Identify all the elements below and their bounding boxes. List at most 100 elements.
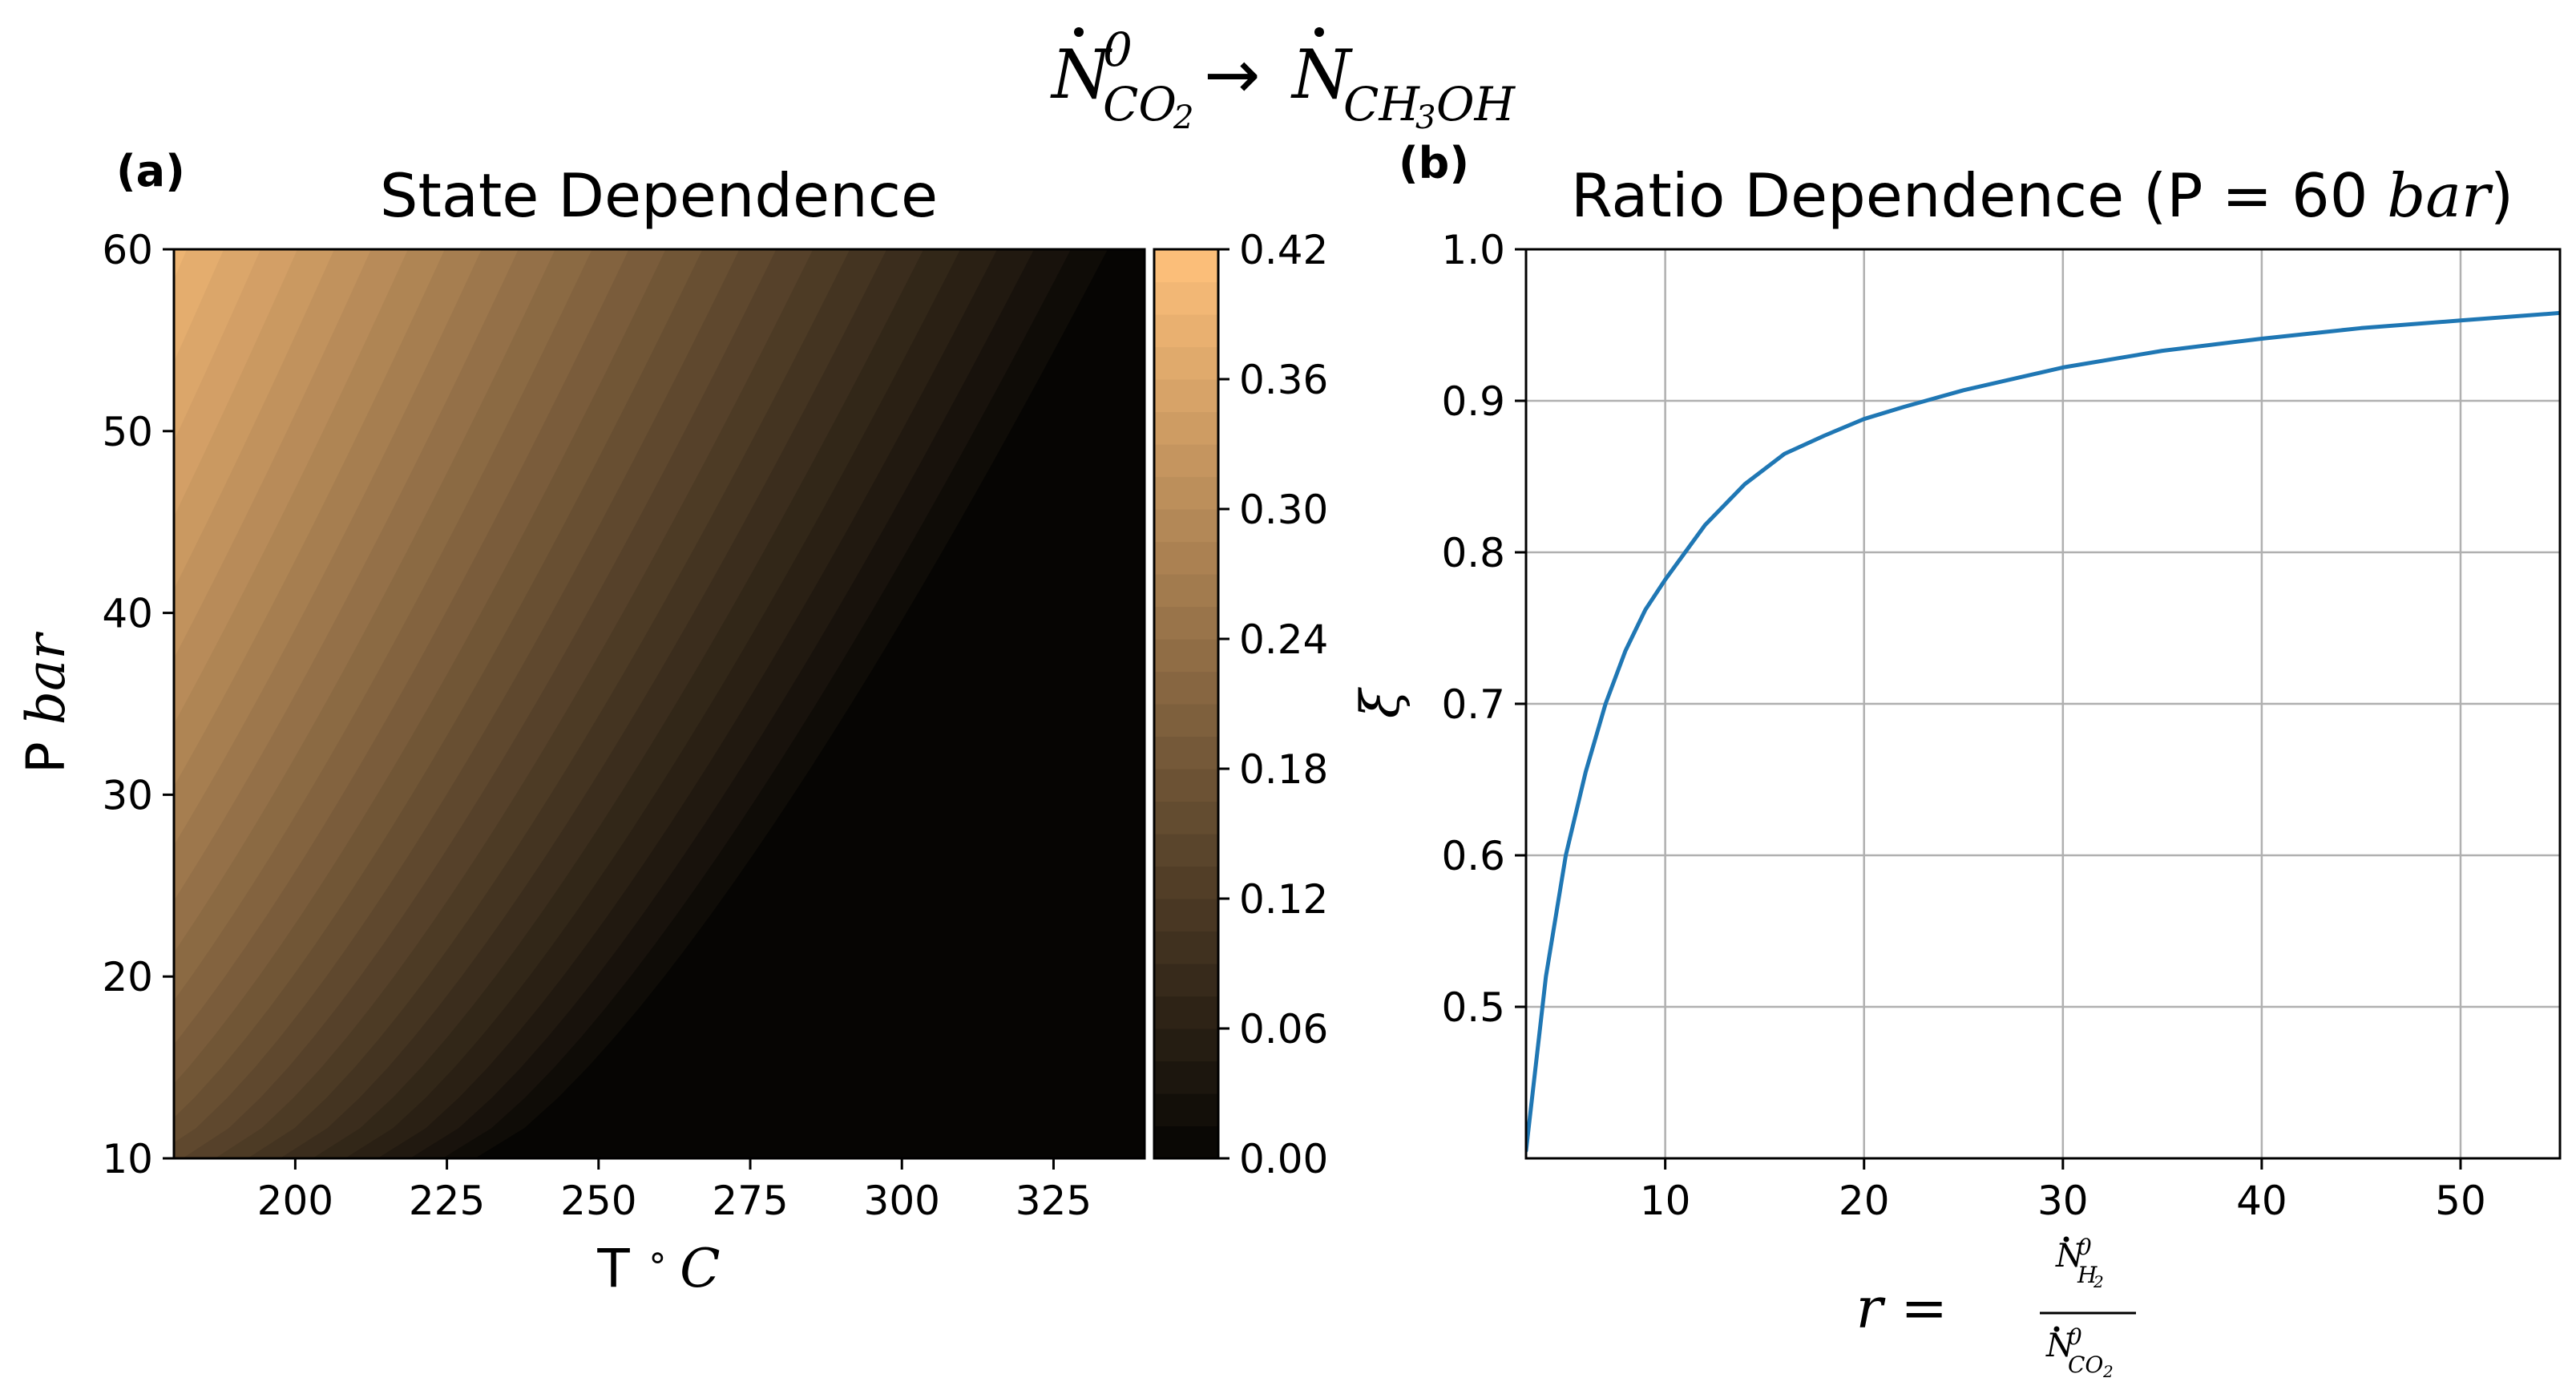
colorbar-swatch (1154, 541, 1218, 575)
panel-b-grid (1526, 248, 2560, 1158)
y-tick-label: 10 (102, 1136, 153, 1182)
suptitle-product: CH (1343, 77, 1420, 131)
colorbar-swatch (1154, 574, 1218, 608)
colorbar-swatch (1154, 606, 1218, 640)
colorbar-swatch (1154, 834, 1218, 867)
panel-b-xlabel-num-zero: 0 (2077, 1234, 2092, 1260)
x-tick-label: 325 (1015, 1178, 1092, 1224)
panel-a: (a) State Dependence 200 225 250 275 300 325 … (15, 146, 1328, 1299)
colorbar-frame (1153, 248, 1220, 1160)
series-line-xi (1526, 310, 2560, 1153)
panel-a-xlabel-unit: C (680, 1238, 721, 1299)
y-tick-label: 0.6 (1441, 833, 1505, 879)
contour-band (174, 249, 188, 280)
panel-b-title: Ratio Dependence (P = 60 bar) (1571, 160, 2513, 231)
panel-b-xlabel: r = N 0 H 2 N 0 CO 2 (1856, 1234, 2136, 1381)
suptitle-co2-sub: 2 (1173, 99, 1193, 136)
colorbar-swatch (1154, 931, 1218, 964)
colorbar-swatch (1154, 899, 1218, 932)
y-tick-label: 40 (102, 591, 153, 637)
colorbar-swatch (1154, 736, 1218, 770)
x-tick-label: 30 (2037, 1178, 2089, 1224)
colorbar-swatch (1154, 314, 1218, 348)
colorbar-tick-label: 0.12 (1239, 876, 1328, 923)
panel-b-y-axis: 0.5 0.6 0.7 0.8 0.9 1.0 (1441, 227, 1526, 1031)
colorbar-swatch (1154, 281, 1218, 315)
colorbar-swatch (1154, 444, 1218, 478)
colorbar-swatch (1154, 509, 1218, 543)
panel-a-frame (172, 248, 1146, 1160)
panel-b-x-axis: 10 20 30 40 50 (1640, 1158, 2486, 1224)
colorbar (1154, 249, 1218, 1159)
x-tick-label: 275 (712, 1178, 788, 1224)
y-tick-label: 0.5 (1441, 984, 1505, 1031)
panel-b-title-suffix: ) (2490, 160, 2513, 231)
colorbar-swatch (1154, 769, 1218, 802)
colorbar-swatch (1154, 996, 1218, 1029)
panel-a-label: (a) (116, 146, 185, 196)
colorbar-swatch (1154, 639, 1218, 673)
y-tick-label: 0.9 (1441, 378, 1505, 425)
colorbar-swatch (1154, 1093, 1218, 1127)
colorbar-tick-label: 0.24 (1239, 616, 1328, 663)
panel-b-xlabel-den-zero: 0 (2068, 1323, 2082, 1350)
y-tick-label: 1.0 (1441, 227, 1505, 273)
panel-a-xlabel: T ∘ C (596, 1237, 720, 1299)
x-tick-label: 300 (864, 1178, 940, 1224)
colorbar-tick-label: 0.36 (1239, 357, 1328, 403)
panel-a-y-axis: 10 20 30 40 50 60 (102, 227, 174, 1182)
panel-a-ylabel: P bar (15, 632, 77, 774)
panel-b-title-prefix: Ratio Dependence (P = 60 (1571, 160, 2387, 231)
colorbar-swatch (1154, 1061, 1218, 1094)
x-tick-label: 10 (1640, 1178, 1691, 1224)
colorbar-swatch (1154, 1028, 1218, 1062)
x-tick-label: 20 (1839, 1178, 1890, 1224)
panel-b-xlabel-den-sub: CO (2068, 1352, 2103, 1378)
colorbar-ticks: 0.00 0.06 0.12 0.18 0.24 0.30 0.36 0.42 (1218, 227, 1328, 1182)
panel-b-xlabel-r: r = (1856, 1275, 1948, 1341)
colorbar-tick-label: 0.42 (1239, 227, 1328, 273)
y-tick-label: 30 (102, 772, 153, 818)
colorbar-swatch (1154, 801, 1218, 834)
colorbar-tick-label: 0.18 (1239, 746, 1328, 793)
colorbar-swatch (1154, 704, 1218, 737)
panel-b-xlabel-num: N (2055, 1238, 2085, 1275)
colorbar-swatch (1154, 249, 1218, 283)
colorbar-swatch (1154, 411, 1218, 445)
suptitle-co2: CO (1103, 77, 1177, 131)
panel-b-title-italic: bar (2387, 160, 2493, 231)
panel-a-x-axis: 200 225 250 275 300 325 (257, 1158, 1092, 1224)
panel-b-xlabel-num-sub: H (2077, 1262, 2098, 1288)
panel-b-xlabel-den-dot (2053, 1326, 2060, 1332)
x-tick-label: 50 (2435, 1178, 2486, 1224)
panel-b-xlabel-num-dot (2063, 1236, 2069, 1243)
colorbar-swatch (1154, 964, 1218, 997)
suptitle-dot-2 (1314, 27, 1324, 37)
suptitle-arrow: → (1204, 35, 1260, 114)
contour-band (174, 249, 224, 362)
panel-a-xlabel-degree: ∘ (647, 1237, 669, 1278)
suptitle-n-symbol-2: N (1290, 35, 1353, 114)
y-tick-label: 0.7 (1441, 681, 1505, 728)
panel-b-ylabel: ξ (1350, 686, 1411, 718)
panel-a-xlabel-prefix: T (596, 1238, 646, 1299)
colorbar-swatch (1154, 866, 1218, 899)
y-tick-label: 60 (102, 227, 153, 273)
colorbar-swatch (1154, 379, 1218, 413)
colorbar-tick-label: 0.06 (1239, 1006, 1328, 1053)
y-tick-label: 20 (102, 954, 153, 1000)
contour-plot (174, 249, 1145, 1158)
colorbar-tick-label: 0.30 (1239, 487, 1328, 533)
y-tick-label: 50 (102, 409, 153, 455)
panel-b-xlabel-den: N (2045, 1327, 2076, 1364)
panel-b-label: (b) (1399, 138, 1469, 188)
panel-a-ylabel-prefix: P (15, 725, 77, 774)
colorbar-swatch (1154, 346, 1218, 380)
suptitle-product-sub: 3 (1415, 99, 1435, 136)
panel-a-ylabel-unit: bar (15, 632, 77, 725)
panel-b-xlabel-den-subsub: 2 (2102, 1362, 2114, 1381)
x-tick-label: 40 (2236, 1178, 2287, 1224)
figure-title: N 0 CO 2 → N CH 3 OH (1050, 22, 1516, 136)
y-tick-label: 0.8 (1441, 530, 1505, 576)
